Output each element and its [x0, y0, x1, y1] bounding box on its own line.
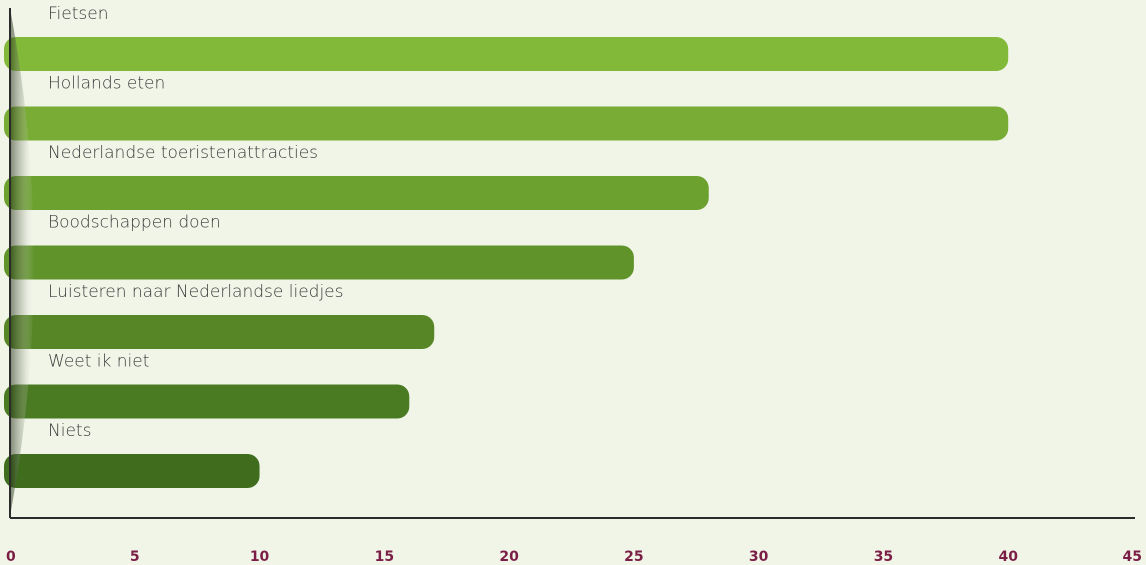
- x-tick-label: 20: [499, 549, 519, 565]
- bar: [4, 245, 634, 280]
- category-labels-layer: Fietsen Hollands eten Nederlandse toeriste…: [48, 4, 343, 441]
- x-tick-label: 35: [874, 549, 893, 565]
- category-label: Fietsen: [48, 4, 108, 24]
- bar: [4, 315, 435, 349]
- bar: [4, 454, 260, 488]
- bars-layer: [4, 37, 1009, 488]
- category-label: Weet ik niet: [48, 352, 149, 372]
- category-label: Niets: [48, 421, 91, 441]
- x-tick-label: 10: [250, 549, 270, 565]
- category-label: Nederlandse toeristenattracties: [48, 143, 318, 163]
- bar: [4, 176, 709, 210]
- x-tick-label: 5: [130, 549, 140, 565]
- x-tick-label: 0: [6, 549, 16, 565]
- axis-shadow-decoration: [10, 8, 34, 516]
- x-tick-label: 30: [749, 549, 769, 565]
- category-label: Boodschappen doen: [48, 213, 221, 233]
- bar: [4, 37, 1009, 71]
- bar: [4, 106, 1009, 141]
- x-tick-label: 45: [1123, 549, 1142, 565]
- category-label: Luisteren naar Nederlandse liedjes: [48, 282, 343, 302]
- x-tick-label: 25: [624, 549, 643, 565]
- x-tick-labels-layer: 0 5 10 15 20 25 30 35 40 45: [6, 549, 1142, 565]
- category-label: Hollands eten: [48, 74, 165, 94]
- x-tick-label: 40: [998, 549, 1018, 565]
- bar: [4, 384, 410, 419]
- x-tick-label: 15: [375, 549, 394, 565]
